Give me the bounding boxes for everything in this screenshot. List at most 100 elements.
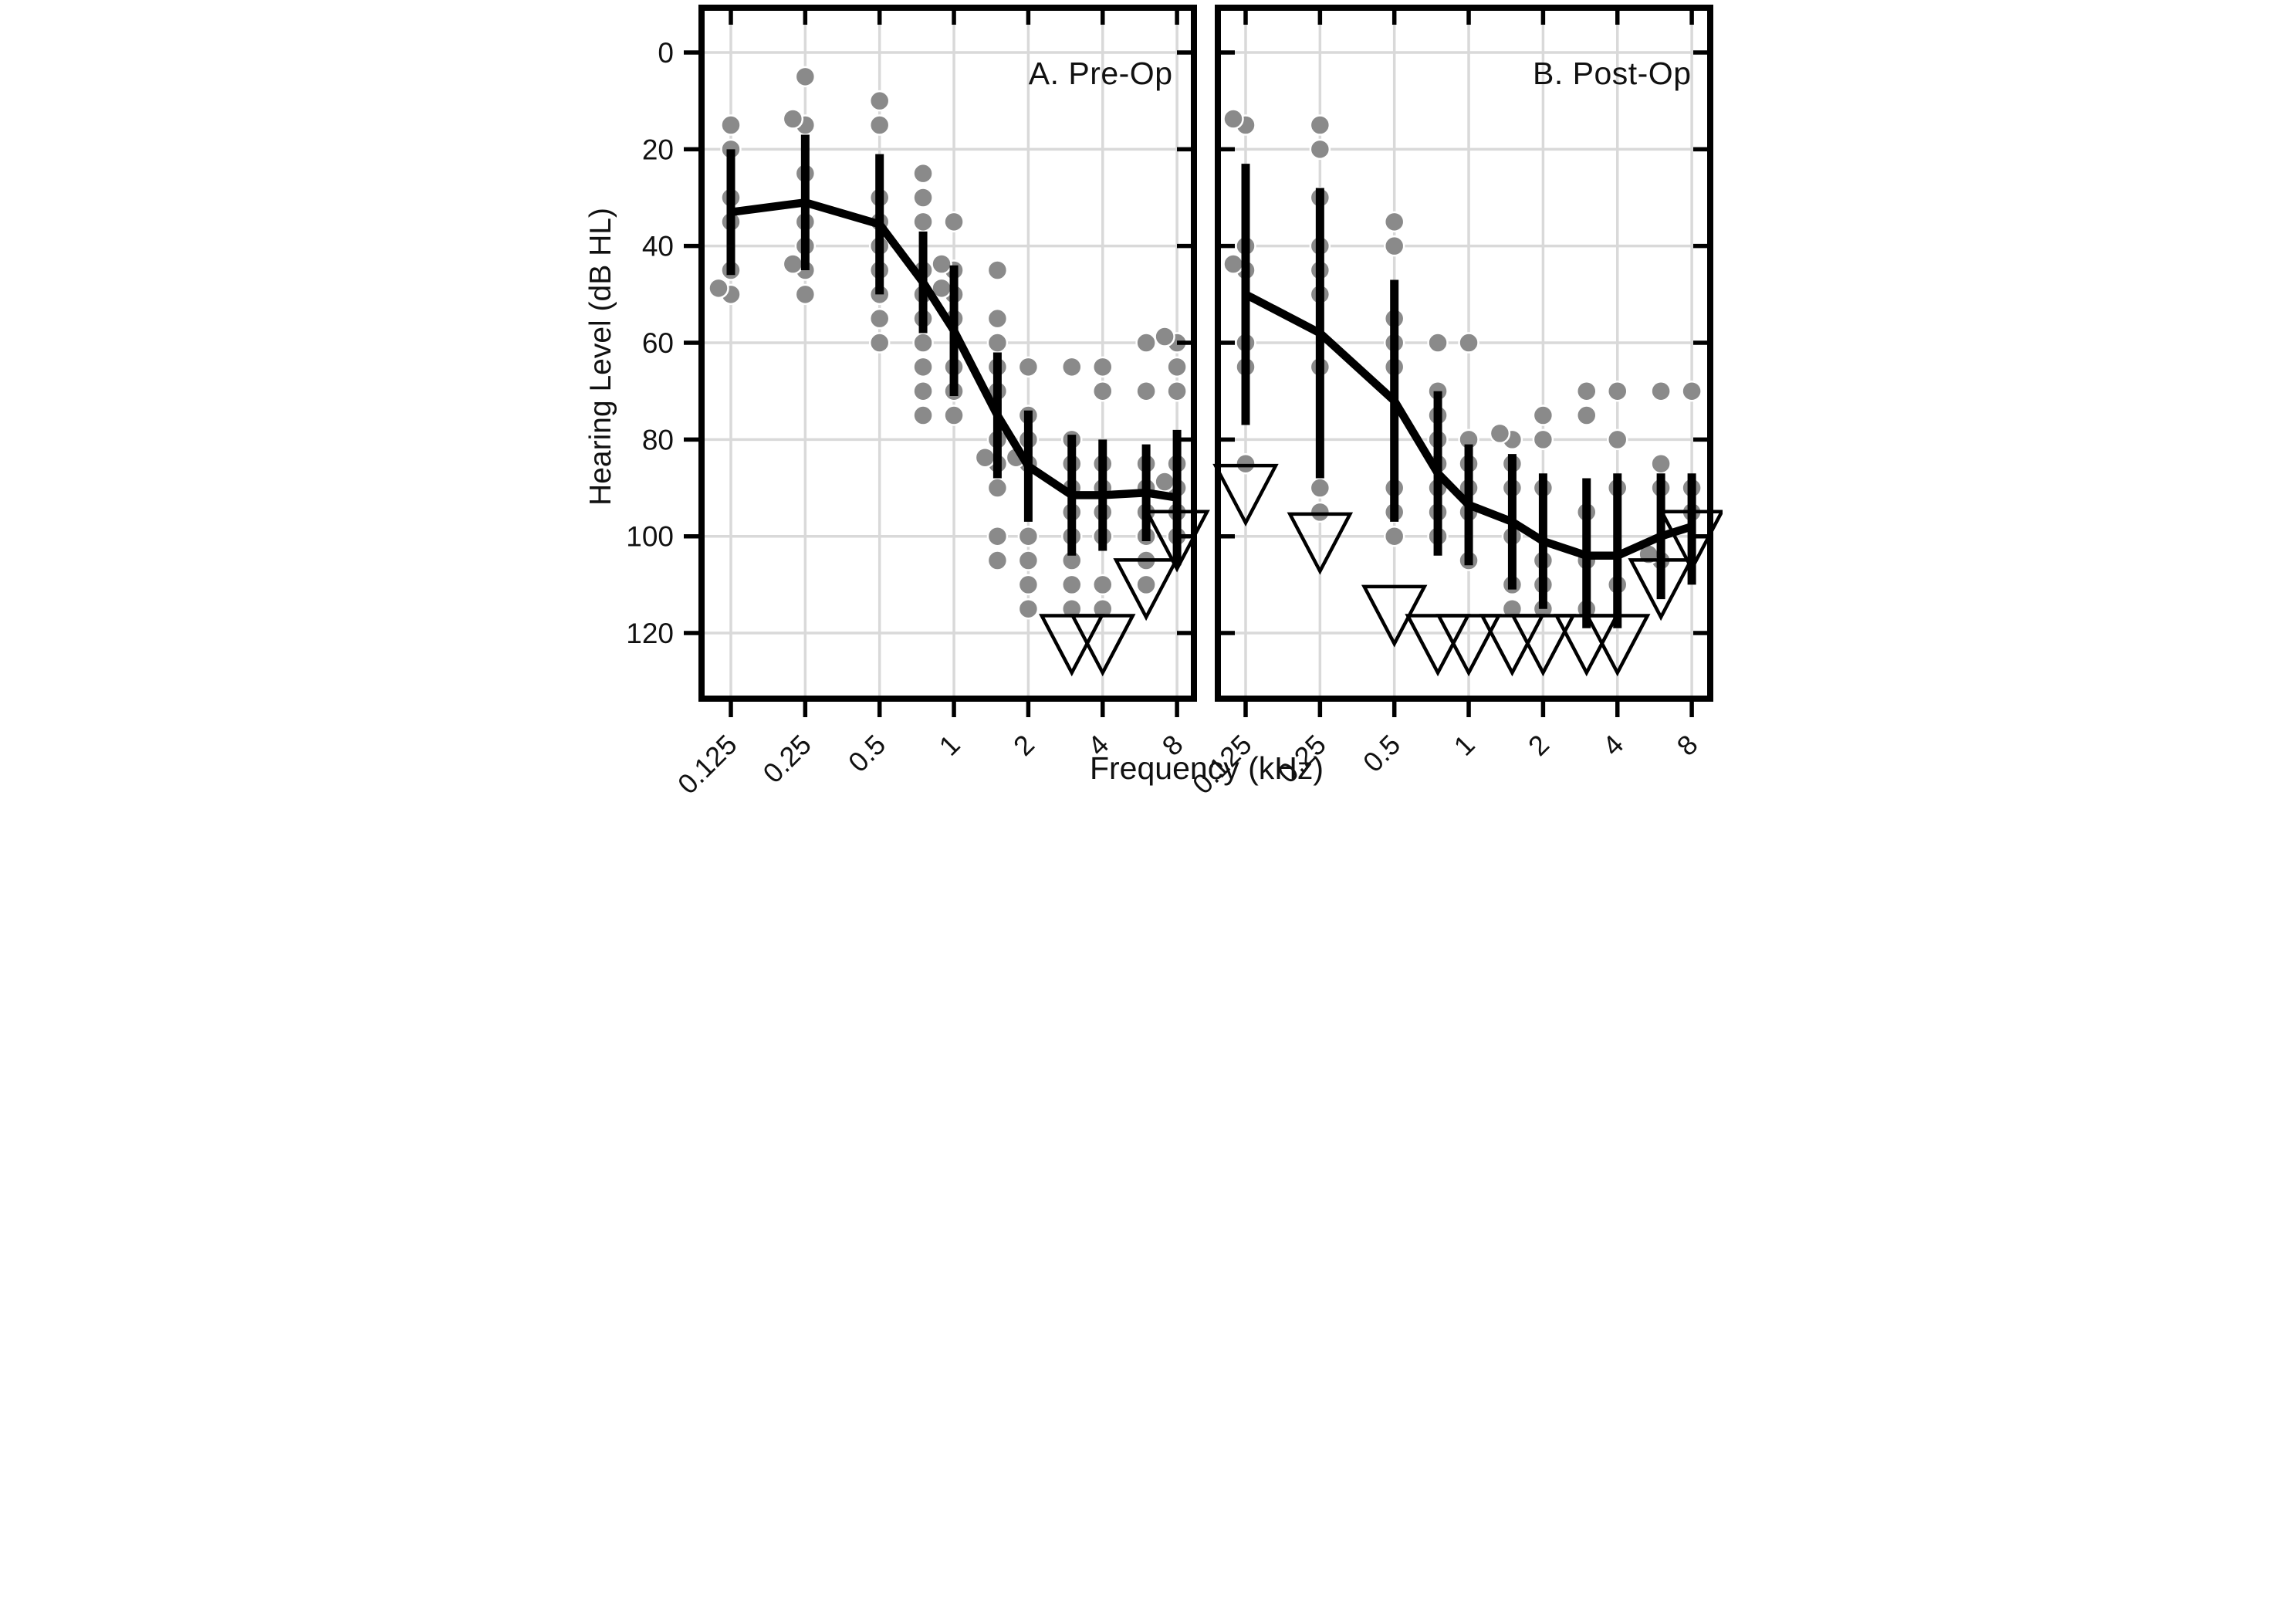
no-response-triangle-icon	[1479, 614, 1545, 677]
threshold-dot	[911, 211, 934, 233]
no-response-triangle-icon	[1627, 558, 1694, 621]
threshold-dot	[1060, 574, 1083, 596]
threshold-dot	[911, 405, 934, 426]
axis-ticks	[683, 8, 1194, 717]
threshold-dot	[1017, 574, 1039, 596]
threshold-dot	[1091, 380, 1113, 402]
no-response-triangle-icon	[1658, 510, 1723, 573]
plot-border	[1214, 5, 1713, 702]
threshold-dot	[1383, 211, 1405, 233]
threshold-dot	[911, 187, 934, 208]
threshold-dot	[986, 550, 1008, 571]
threshold-dot	[986, 259, 1008, 281]
threshold-dot	[942, 211, 965, 233]
mean-line	[729, 198, 1178, 502]
threshold-dot	[911, 356, 934, 378]
threshold-dot	[1501, 598, 1523, 620]
threshold-dot	[911, 380, 934, 402]
threshold-dot	[868, 332, 890, 354]
threshold-dot	[1309, 114, 1331, 136]
threshold-dot	[1309, 477, 1331, 499]
threshold-dots	[707, 66, 1188, 620]
threshold-dot	[1532, 428, 1554, 451]
threshold-dot	[1234, 452, 1256, 475]
threshold-dot	[707, 277, 729, 300]
x-tick-label: 0.125	[671, 729, 742, 799]
threshold-dot	[1060, 598, 1083, 620]
threshold-dot	[868, 114, 890, 136]
threshold-dot	[942, 405, 965, 426]
y-tick-label: 60	[641, 327, 673, 359]
threshold-dot	[1091, 574, 1113, 596]
threshold-dot	[1017, 525, 1039, 547]
plot-border	[698, 5, 1197, 702]
threshold-dot	[1457, 332, 1479, 354]
threshold-dot	[1153, 471, 1175, 493]
threshold-dot	[1606, 380, 1628, 402]
no-response-triangle-icon	[1404, 614, 1471, 677]
threshold-dot	[1134, 332, 1157, 354]
threshold-dot	[1309, 501, 1331, 523]
threshold-dot	[868, 90, 890, 112]
gridlines	[1217, 8, 1710, 699]
y-axis-label: Hearing Level (dB HL)	[583, 208, 617, 506]
threshold-dot	[782, 108, 803, 130]
threshold-dot	[1017, 598, 1039, 620]
x-axis-label: Frequency (kHz)	[1089, 750, 1324, 786]
threshold-dots	[1222, 108, 1703, 620]
threshold-dot	[794, 283, 816, 306]
no-response-triangle-icon	[1510, 614, 1576, 677]
threshold-dot	[1222, 253, 1244, 275]
threshold-dot	[1649, 452, 1672, 475]
panel-b-title: B. Post-Op	[1532, 56, 1692, 91]
threshold-dot	[911, 162, 934, 185]
threshold-dot	[1649, 380, 1672, 402]
mean-line	[1243, 290, 1693, 560]
no-response-triangle-icon	[1038, 614, 1104, 677]
x-tick-label: 4	[1596, 729, 1629, 762]
threshold-dot	[1426, 332, 1449, 354]
x-tick-label: 8	[1670, 729, 1703, 762]
threshold-dot	[868, 307, 890, 330]
threshold-dot	[1091, 356, 1113, 378]
sd-error-bars	[1241, 164, 1696, 628]
threshold-dot	[1680, 380, 1703, 402]
y-tick-label: 40	[641, 231, 673, 262]
no-response-triangle-icon	[1112, 558, 1179, 621]
threshold-dot	[1134, 380, 1157, 402]
no-response-triangles	[1212, 463, 1723, 677]
threshold-dot	[974, 446, 996, 469]
threshold-dot	[1165, 380, 1188, 402]
threshold-dot	[1222, 108, 1244, 130]
threshold-dot	[1153, 326, 1175, 347]
threshold-dot	[911, 332, 934, 354]
threshold-dot	[1017, 550, 1039, 571]
y-tick-label: 120	[626, 618, 674, 649]
x-tick-label: 2	[1521, 729, 1554, 762]
threshold-dot	[719, 114, 742, 136]
x-tick-label: 0.25	[756, 729, 817, 790]
threshold-dot	[1606, 428, 1628, 451]
threshold-dot	[1575, 380, 1598, 402]
y-tick-label: 80	[641, 424, 673, 455]
no-response-triangle-icon	[1435, 614, 1502, 677]
no-response-triangle-icon	[1069, 614, 1135, 677]
no-response-triangle-icon	[1212, 463, 1279, 526]
threshold-dot	[794, 66, 816, 88]
audiogram-figure: 0.125 0.25 0.5 1 2 4 8 0 20 40 60 80 100 120 0.125 0.25…	[573, 0, 1723, 799]
threshold-dot	[1017, 356, 1039, 378]
threshold-dot	[1134, 574, 1157, 596]
panel-a-title: A. Pre-Op	[1028, 56, 1173, 91]
axis-ticks	[1217, 8, 1710, 717]
threshold-dot	[1383, 235, 1405, 257]
threshold-dot	[986, 477, 1008, 499]
threshold-dot	[1091, 598, 1113, 620]
y-tick-labels: 0 20 40 60 80 100 120	[626, 37, 674, 649]
threshold-dot	[986, 332, 1008, 354]
threshold-dot	[1383, 525, 1405, 547]
y-tick-label: 100	[626, 521, 674, 553]
panel-b-plot: 0.125 0.25 0.5 1 2 4 8	[1185, 5, 1723, 799]
threshold-dot	[1575, 405, 1598, 426]
